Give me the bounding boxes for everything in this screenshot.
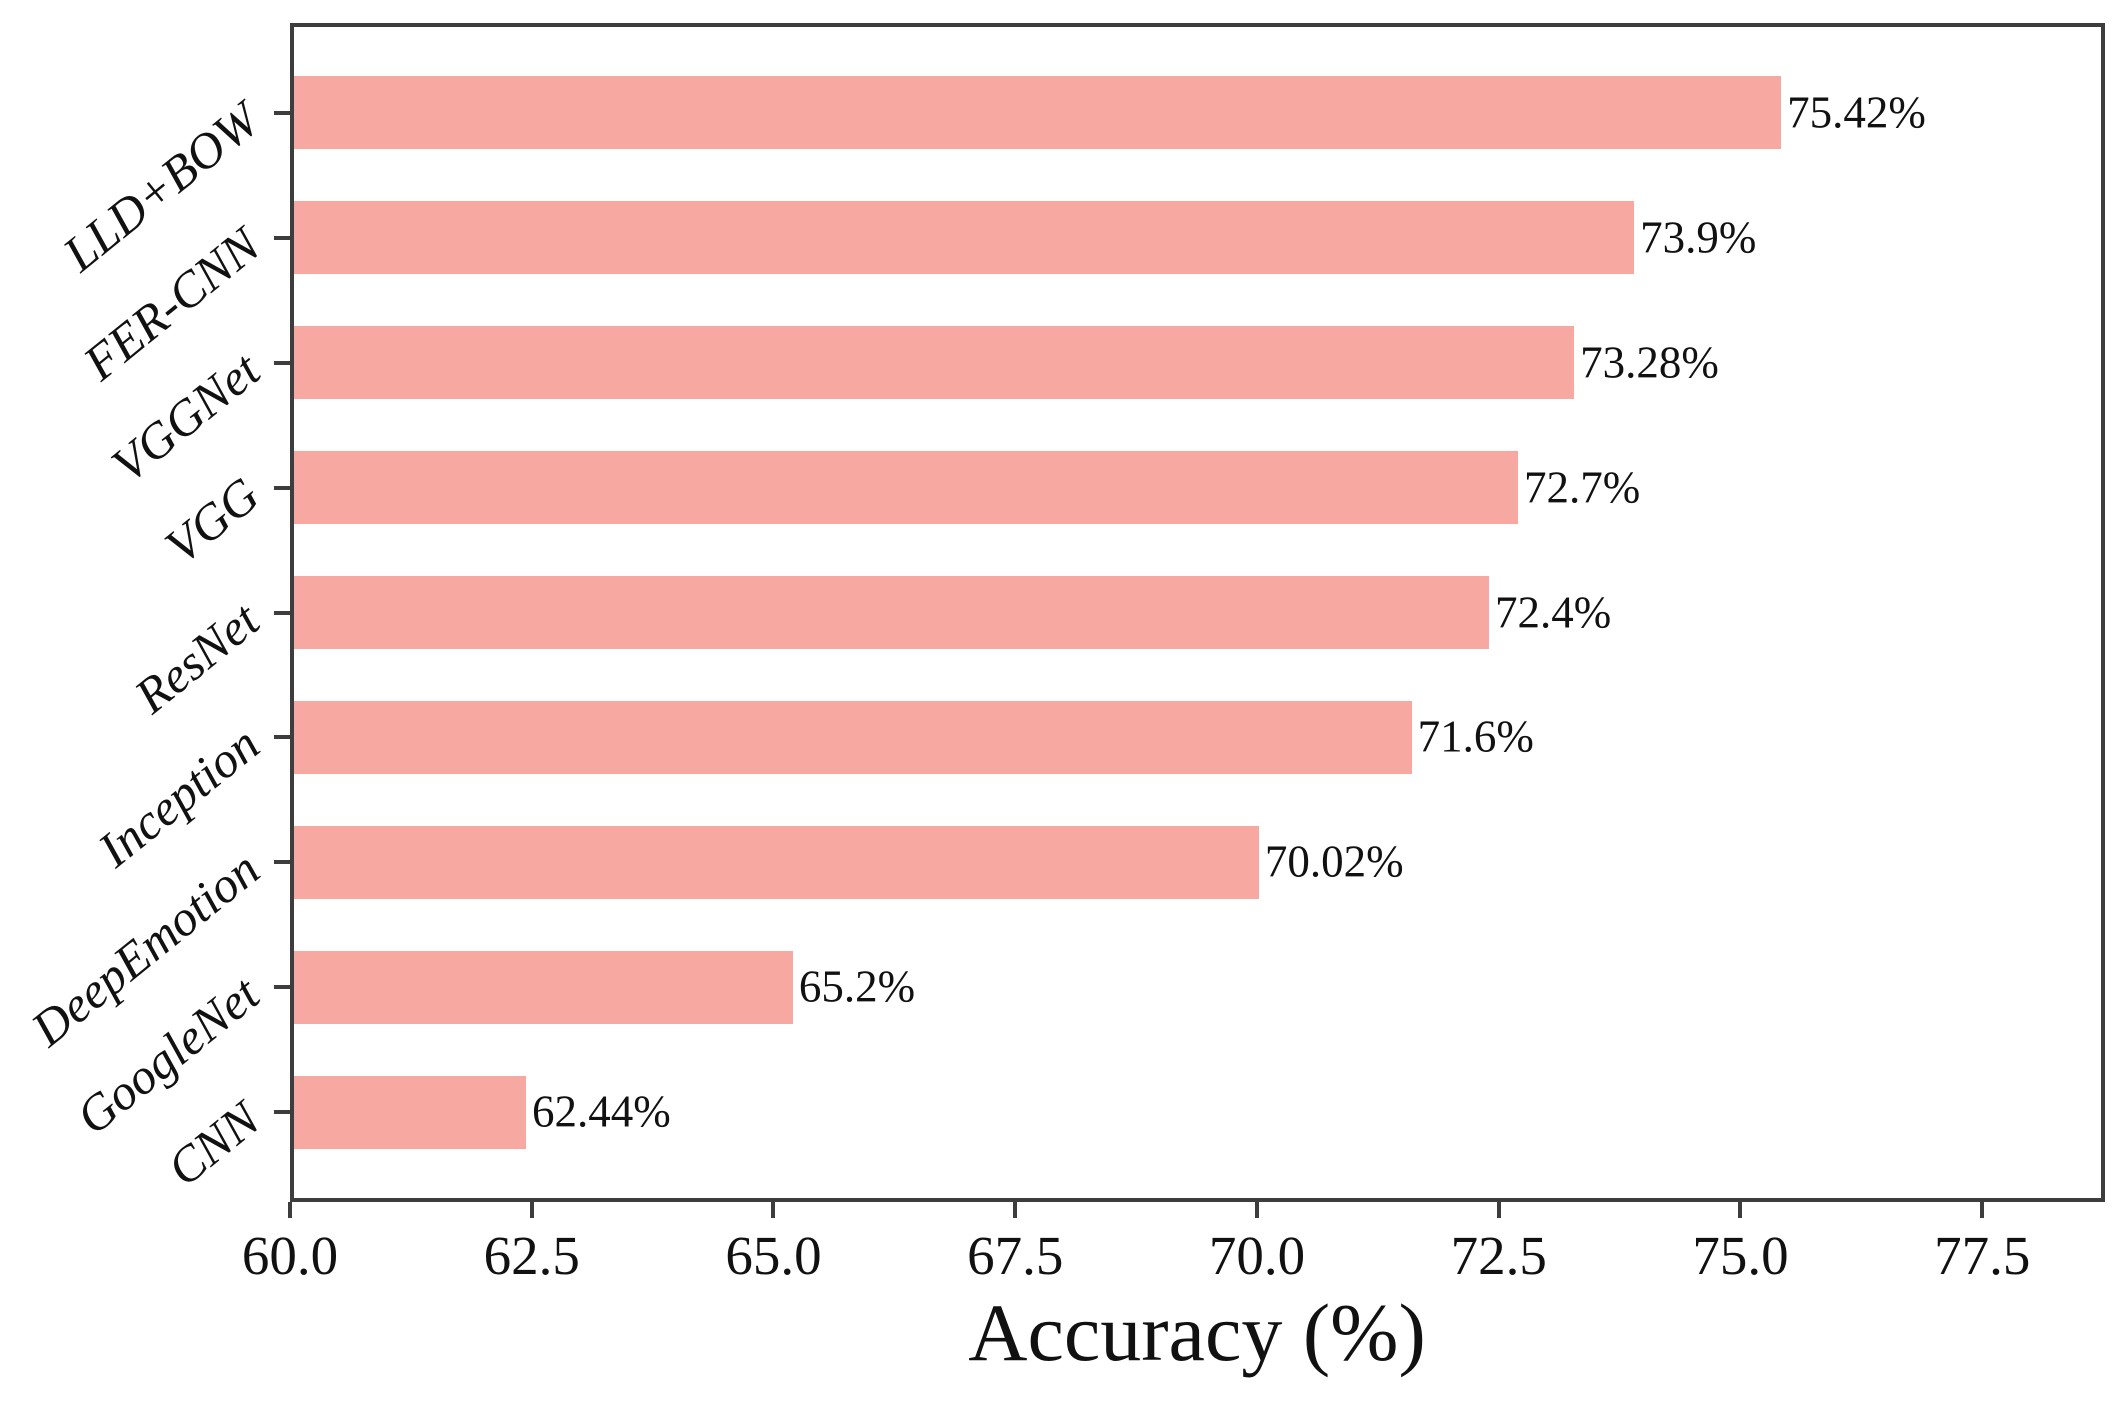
y-tick-mark [274,360,290,365]
x-axis-title: Accuracy (%) [968,1287,1426,1378]
x-tick-label: 65.0 [725,1225,822,1286]
x-tick-label: 72.5 [1450,1225,1547,1286]
y-tick-mark [274,860,290,865]
bar-value-label: 72.7% [1524,462,1641,513]
x-tick-label: 67.5 [967,1225,1064,1286]
x-tick-mark [1980,1202,1985,1218]
x-tick-label: 70.0 [1208,1225,1306,1286]
bar-value-label: 62.44% [531,1086,671,1137]
x-tick-mark [1738,1202,1743,1218]
y-tick-mark [274,1110,290,1115]
bar-value-label: 73.28% [1580,337,1719,388]
x-tick-label: 75.0 [1692,1225,1789,1286]
bar-value-label: 73.9% [1640,212,1757,263]
x-tick-mark [1013,1202,1018,1218]
bar [294,825,1259,899]
bar-value-label: 70.02% [1264,836,1404,887]
bar [294,201,1635,275]
x-tick-label: 62.5 [483,1225,580,1286]
x-tick-label: 77.5 [1934,1225,2031,1286]
bar [294,576,1490,649]
x-tick-mark [288,1202,292,1218]
y-tick-mark [274,485,290,490]
bar-value-label: 65.2% [798,961,916,1012]
x-tick-label: 60.0 [241,1225,339,1286]
x-tick-mark [1254,1202,1259,1218]
x-tick-mark [529,1202,534,1218]
bar-value-label: 75.42% [1787,87,1926,138]
bar [294,451,1519,525]
bar [294,1075,526,1149]
category-label: ResNet [124,590,270,724]
category-label: CNN [156,1090,270,1197]
bar-value-label: 72.4% [1495,587,1612,637]
category-label: VGG [154,465,270,575]
x-tick-mark [1496,1202,1501,1218]
bar [294,76,1782,150]
y-tick-mark [274,985,290,990]
bar [294,326,1575,400]
y-tick-mark [274,110,290,115]
bar [294,950,793,1024]
bar-value-label: 71.6% [1417,711,1534,762]
y-tick-mark [274,235,290,240]
x-tick-mark [771,1202,776,1218]
bar [294,700,1412,774]
y-tick-mark [274,735,290,740]
y-tick-mark [274,610,290,615]
